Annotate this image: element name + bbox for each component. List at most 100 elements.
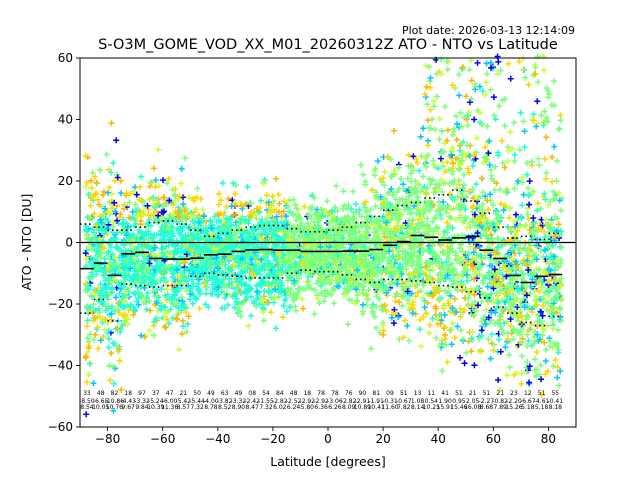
scatter-point: [456, 181, 463, 188]
scatter-point: [528, 158, 535, 165]
scatter-point: [182, 259, 189, 266]
scatter-point: [492, 163, 499, 170]
scatter-point: [291, 277, 298, 284]
scatter-point: [383, 219, 390, 226]
scatter-point: [107, 377, 114, 384]
scatter-point: [458, 327, 464, 334]
scatter-point: [331, 234, 338, 241]
scatter-point: [493, 295, 499, 302]
scatter-point: [280, 302, 287, 309]
scatter-point: [326, 261, 333, 268]
scatter-point: [325, 219, 332, 226]
scatter-point: [497, 200, 504, 207]
scatter-point: [194, 213, 201, 220]
scatter-point: [380, 331, 387, 338]
scatter-point: [448, 151, 455, 158]
scatter-point: [384, 190, 391, 197]
scatter-point: [504, 158, 511, 164]
scatter-point: [541, 155, 548, 162]
scatter-point: [476, 83, 483, 90]
scatter-point: [98, 249, 104, 256]
scatter-point: [351, 225, 358, 232]
scatter-point: [176, 346, 182, 353]
scatter-point: [85, 234, 92, 241]
scatter-point: [505, 60, 512, 67]
scatter-point: [512, 232, 518, 239]
scatter-point: [512, 211, 519, 218]
scatter-point: [388, 273, 395, 280]
scatter-point: [501, 320, 508, 327]
scatter-point: [253, 303, 260, 310]
scatter-point: [409, 278, 416, 285]
scatter-point: [217, 197, 224, 204]
scatter-point: [314, 224, 321, 231]
scatter-point: [126, 261, 133, 268]
scatter-point: [270, 264, 277, 271]
scatter-point: [507, 75, 514, 82]
scatter-point: [413, 274, 420, 281]
scatter-point: [263, 273, 270, 280]
scatter-point: [248, 209, 255, 215]
scatter-point: [526, 226, 533, 233]
scatter-point: [126, 199, 133, 206]
scatter-point: [218, 218, 224, 225]
scatter-point: [259, 243, 265, 250]
scatter-point: [531, 287, 538, 294]
scatter-point: [267, 260, 274, 267]
scatter-point: [94, 313, 101, 320]
scatter-point: [367, 240, 374, 247]
scatter-point: [506, 214, 513, 221]
scatter-point: [521, 144, 528, 151]
scatter-point: [137, 184, 144, 191]
scatter-point: [299, 286, 306, 293]
scatter-point: [486, 162, 493, 168]
scatter-point: [456, 71, 463, 78]
scatter-point: [386, 248, 393, 255]
scatter-point: [292, 202, 299, 209]
scatter-point: [457, 109, 464, 116]
scatter-point: [97, 266, 103, 273]
scatter-point: [514, 304, 521, 310]
scatter-point: [477, 252, 484, 259]
scatter-point: [207, 248, 214, 255]
scatter-point: [208, 232, 215, 239]
scatter-point: [83, 223, 90, 230]
scatter-point: [95, 305, 102, 312]
scatter-point: [495, 58, 502, 65]
scatter-point: [228, 279, 235, 285]
scatter-point: [465, 256, 472, 263]
scatter-point: [284, 285, 291, 292]
scatter-point: [183, 278, 190, 285]
scatter-point: [416, 210, 423, 217]
scatter-point: [478, 332, 485, 339]
scatter-point: [82, 152, 89, 159]
scatter-point: [347, 229, 354, 236]
scatter-point: [435, 230, 442, 237]
scatter-point: [519, 339, 526, 346]
scatter-point: [311, 242, 318, 249]
scatter-point: [487, 191, 494, 198]
scatter-point: [132, 201, 139, 208]
scatter-point: [445, 166, 452, 173]
scatter-point: [374, 264, 381, 271]
scatter-point: [334, 228, 341, 235]
scatter-point: [146, 216, 153, 223]
scatter-point: [427, 280, 434, 287]
scatter-point: [438, 150, 445, 157]
scatter-point: [349, 215, 356, 222]
scatter-point: [119, 322, 126, 329]
scatter-point: [161, 232, 168, 239]
scatter-point: [279, 314, 286, 321]
scatter-point: [163, 309, 170, 316]
scatter-point: [95, 201, 102, 208]
scatter-point: [112, 177, 119, 184]
scatter-point: [132, 272, 139, 279]
scatter-point: [87, 202, 94, 209]
scatter-point: [248, 269, 255, 276]
scatter-point: [90, 315, 97, 322]
scatter-point: [139, 291, 146, 298]
scatter-point: [165, 263, 172, 270]
scatter-point: [311, 310, 318, 317]
scatter-point: [413, 223, 420, 230]
scatter-point: [246, 213, 253, 219]
